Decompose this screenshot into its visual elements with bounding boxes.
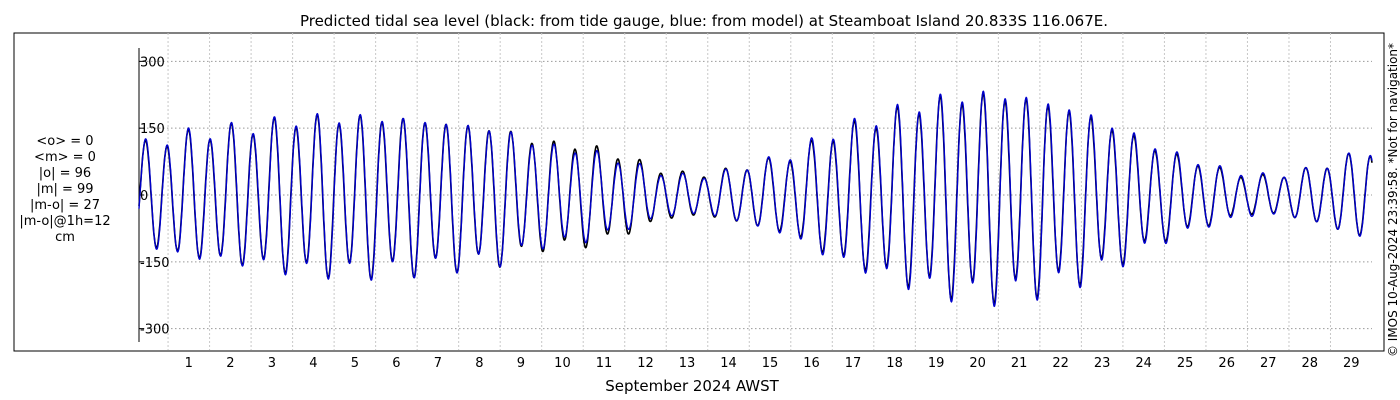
x-tick-label: 8 (475, 356, 483, 371)
y-tick-label: -150 (140, 256, 170, 271)
stat-abs-diff: |m-o| = 27 (29, 198, 100, 213)
x-tick-label: 24 (1135, 356, 1152, 371)
y-tick-label: -300 (140, 323, 170, 338)
stat-unit: cm (55, 230, 75, 245)
x-tick-label: 4 (309, 356, 317, 371)
x-tick-label: 12 (637, 356, 654, 371)
x-tick-label: 27 (1260, 356, 1277, 371)
x-tick-layer: 1 2 3 4 5 6 7 8 9 10 11 12 13 14 15 16 17 18 19 20 21 22 23 24 2… (185, 356, 1360, 371)
chart-title: Predicted tidal sea level (black: from t… (300, 12, 1108, 30)
grid-layer (139, 33, 1372, 350)
x-tick-label: 2 (226, 356, 234, 371)
stat-abs-diff-1h: |m-o|@1h=12 (19, 214, 111, 229)
x-tick-label: 15 (762, 356, 779, 371)
x-axis-label: September 2024 AWST (605, 377, 779, 395)
stat-abs-obs: |o| = 96 (38, 166, 92, 181)
x-tick-label: 3 (268, 356, 276, 371)
x-tick-label: 11 (596, 356, 613, 371)
series-line-model (138, 90, 1373, 308)
x-tick-label: 21 (1011, 356, 1028, 371)
x-tick-label: 10 (554, 356, 571, 371)
series-layer (138, 90, 1373, 308)
x-tick-label: 22 (1052, 356, 1069, 371)
x-tick-label: 14 (720, 356, 737, 371)
x-tick-label: 20 (969, 356, 986, 371)
x-tick-label: 26 (1218, 356, 1235, 371)
y-tick-label: 150 (140, 122, 165, 137)
stat-mean-obs: <o> = 0 (36, 134, 94, 149)
x-tick-label: 17 (845, 356, 862, 371)
x-tick-label: 28 (1301, 356, 1318, 371)
x-tick-label: 29 (1343, 356, 1360, 371)
x-tick-label: 5 (351, 356, 359, 371)
x-tick-label: 6 (392, 356, 400, 371)
x-tick-label: 13 (679, 356, 696, 371)
y-tick-label: 0 (140, 189, 148, 204)
x-tick-label: 7 (434, 356, 442, 371)
x-tick-label: 9 (517, 356, 525, 371)
y-tick-label: 300 (140, 55, 165, 70)
x-tick-label: 23 (1094, 356, 1111, 371)
x-tick-label: 1 (185, 356, 193, 371)
x-tick-label: 19 (928, 356, 945, 371)
copyright-note: © IMOS 10-Aug-2024 23:39:58. *Not for na… (1386, 42, 1400, 358)
y-tick-layer: 300 150 0 -150 -300 (139, 55, 170, 338)
x-tick-label: 25 (1177, 356, 1194, 371)
x-tick-label: 18 (886, 356, 903, 371)
stat-abs-model: |m| = 99 (36, 182, 94, 197)
stats-panel: <o> = 0 <m> = 0 |o| = 96 |m| = 99 |m-o| … (12, 134, 118, 246)
series-line-tide-gauge (138, 92, 1373, 305)
x-tick-label: 16 (803, 356, 820, 371)
stat-mean-model: <m> = 0 (34, 150, 96, 165)
outer-frame (13, 32, 1385, 352)
